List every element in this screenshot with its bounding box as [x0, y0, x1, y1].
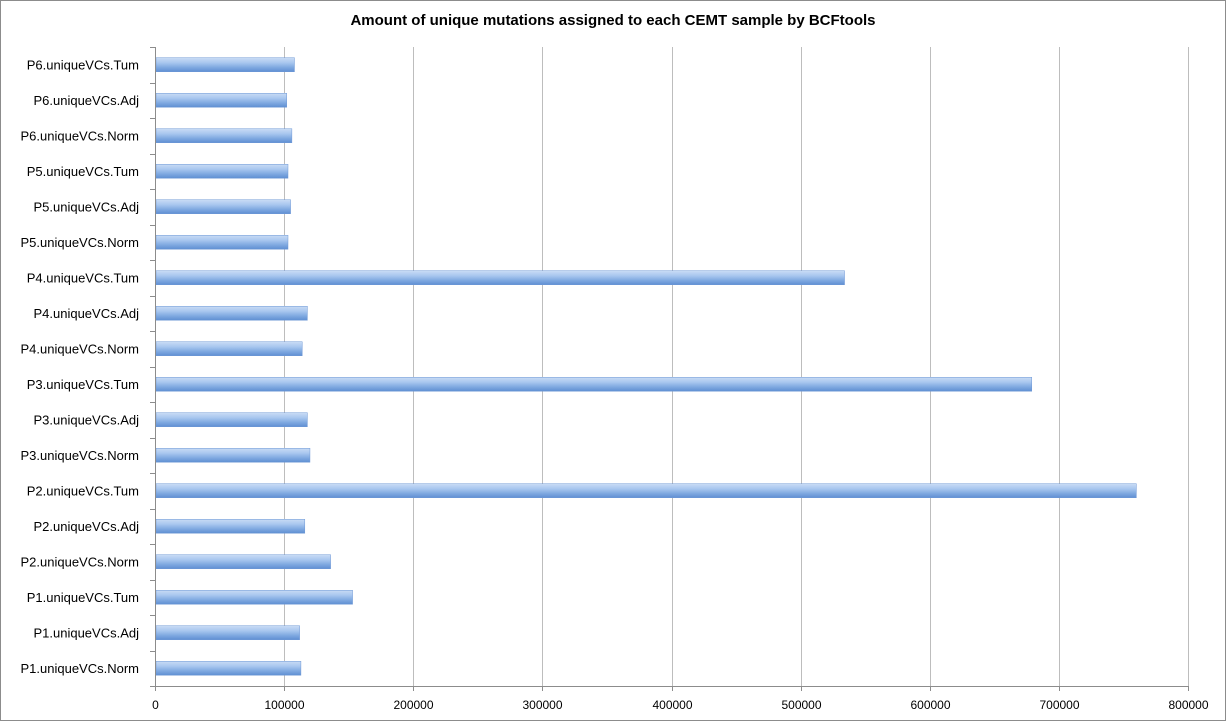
category-label: P3.uniqueVCs.Adj	[33, 412, 139, 427]
bar-P3.uniqueVCs.Tum	[155, 377, 1033, 392]
category-label: P1.uniqueVCs.Norm	[21, 661, 140, 676]
gridlines	[284, 47, 1189, 686]
bar-P3.uniqueVCs.Norm	[155, 448, 311, 463]
x-tick-label: 0	[152, 698, 159, 712]
x-tick-labels: 0 100000 200000 300000 400000 500000 600000 700…	[152, 698, 1209, 712]
category-label: P3.uniqueVCs.Tum	[27, 377, 139, 392]
axes	[150, 47, 1189, 691]
bar-P1.uniqueVCs.Norm	[155, 661, 302, 676]
category-label: P2.uniqueVCs.Norm	[21, 554, 140, 569]
category-label: P2.uniqueVCs.Adj	[33, 519, 139, 534]
category-label: P5.uniqueVCs.Adj	[33, 199, 139, 214]
category-label: P6.uniqueVCs.Adj	[33, 93, 139, 108]
x-tick-label: 200000	[393, 698, 433, 712]
bar-P2.uniqueVCs.Adj	[155, 519, 306, 534]
bar-P4.uniqueVCs.Norm	[155, 341, 303, 356]
category-label: P6.uniqueVCs.Tum	[27, 57, 139, 72]
category-label: P1.uniqueVCs.Adj	[33, 625, 139, 640]
category-label: P4.uniqueVCs.Adj	[33, 306, 139, 321]
bar-P1.uniqueVCs.Tum	[155, 590, 353, 605]
x-tick-label: 400000	[652, 698, 692, 712]
bars	[155, 57, 1137, 676]
category-label: P6.uniqueVCs.Norm	[21, 128, 140, 143]
category-label: P3.uniqueVCs.Norm	[21, 448, 140, 463]
bar-P5.uniqueVCs.Tum	[155, 164, 289, 179]
bar-P5.uniqueVCs.Adj	[155, 199, 291, 214]
bar-P6.uniqueVCs.Adj	[155, 93, 287, 108]
bar-P5.uniqueVCs.Norm	[155, 235, 289, 250]
chart-title: Amount of unique mutations assigned to e…	[350, 12, 876, 29]
category-labels: P1.uniqueVCs.Norm P1.uniqueVCs.Adj P1.uniq…	[21, 57, 140, 676]
x-tick-label: 100000	[264, 698, 304, 712]
bar-P2.uniqueVCs.Norm	[155, 554, 331, 569]
bar-P1.uniqueVCs.Adj	[155, 625, 300, 640]
x-tick-label: 600000	[910, 698, 950, 712]
bar-P6.uniqueVCs.Tum	[155, 57, 295, 72]
category-label: P5.uniqueVCs.Norm	[21, 235, 140, 250]
bar-P3.uniqueVCs.Adj	[155, 412, 308, 427]
x-tick-label: 500000	[781, 698, 821, 712]
category-label: P5.uniqueVCs.Tum	[27, 164, 139, 179]
x-tick-label: 300000	[522, 698, 562, 712]
category-label: P4.uniqueVCs.Norm	[21, 341, 140, 356]
category-label: P2.uniqueVCs.Tum	[27, 483, 139, 498]
bar-P4.uniqueVCs.Adj	[155, 306, 308, 321]
bar-P4.uniqueVCs.Tum	[155, 270, 845, 285]
category-label: P4.uniqueVCs.Tum	[27, 270, 139, 285]
bar-P2.uniqueVCs.Tum	[155, 483, 1137, 498]
bar-P6.uniqueVCs.Norm	[155, 128, 293, 143]
x-tick-label: 800000	[1168, 698, 1208, 712]
category-label: P1.uniqueVCs.Tum	[27, 590, 139, 605]
x-tick-label: 700000	[1039, 698, 1079, 712]
